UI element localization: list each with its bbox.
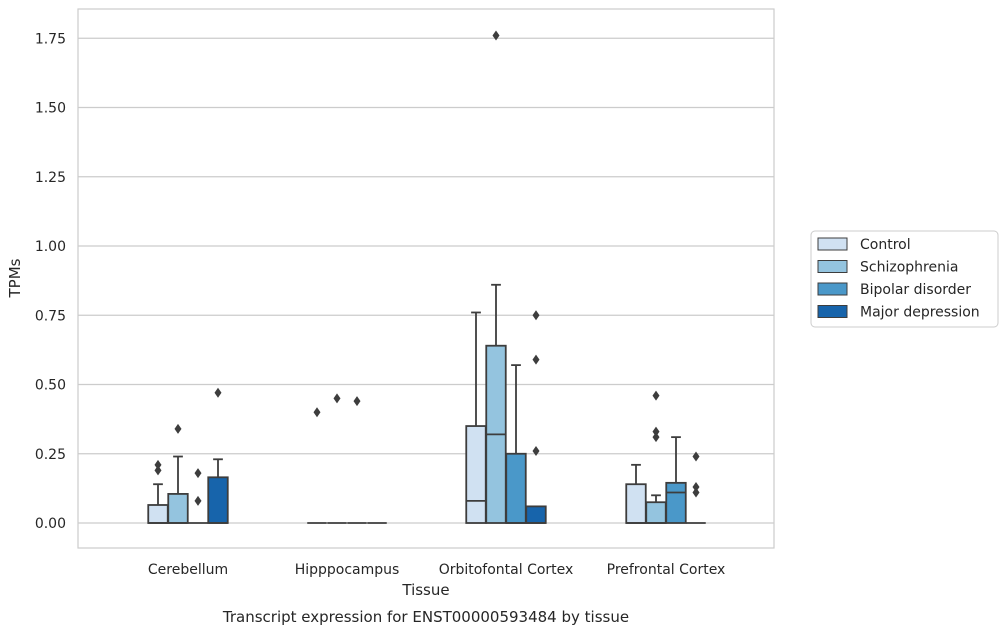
legend-label: Major depression [860,305,980,321]
chart-caption: Transcript expression for ENST0000059348… [222,608,629,626]
outlier-point [353,396,361,407]
y-tick-label: 0.75 [35,308,66,324]
box-rect [645,501,667,524]
outlier-point [174,423,182,434]
legend-swatch [817,260,848,273]
box-group [207,387,229,524]
box-group [686,451,706,524]
outlier-point [194,468,202,479]
box-group [307,407,327,524]
outlier-point [532,310,540,321]
box-rect [465,425,487,524]
y-tick-label: 1.00 [35,239,66,255]
x-tick-label: Prefrontal Cortex [607,562,726,578]
legend-swatch [817,305,848,318]
outlier-point [652,390,660,401]
plot-area-frame [77,8,775,549]
boxes [147,30,706,524]
outlier-point [154,465,162,476]
box-group [485,30,507,524]
legend-swatch [817,282,848,296]
outlier-point [532,354,540,365]
box-group [147,459,169,524]
y-tick-label: 1.50 [35,101,66,117]
outlier-point [333,393,341,404]
y-tick-label: 0.25 [35,447,66,463]
box-group [167,423,189,524]
x-tick-label: Hipppocampus [295,562,400,578]
box-group [525,310,547,524]
outlier-point [692,451,700,462]
x-tick-labels: Cerebellum Hipppocampus Orbitofontal Corte… [148,562,725,578]
outlier-point [532,445,540,456]
y-axis-title: TPMs [6,258,24,298]
box-rect [505,452,527,524]
y-tick-label: 1.75 [35,31,66,47]
legend-label: Control [860,237,911,253]
outlier-point [194,495,202,506]
box-rect [525,505,547,524]
x-axis-title: Tissue [401,581,449,599]
y-tick-label: 1.25 [35,170,66,186]
box-group [188,468,208,524]
outlier-point [313,407,321,418]
outlier-point [214,387,222,398]
outlier-point [652,432,660,443]
box-group [665,436,687,524]
box-rect [167,493,189,524]
y-tick-label: 0.00 [35,516,66,532]
box-rect [665,481,687,524]
legend-label: Schizophrenia [860,260,958,276]
legend-frame [810,230,999,328]
outlier-point [692,487,700,498]
outlier-point [492,30,500,41]
y-tick-label: 0.50 [35,378,66,394]
box-group [625,463,647,524]
outlier-point [154,459,162,470]
x-tick-label: Cerebellum [148,562,228,578]
gridlines [78,37,774,524]
box-group [327,393,347,524]
legend: Control Schizophrenia Bipolar disorder Majo… [810,230,999,328]
y-tick-labels: 0.00 0.25 0.50 0.75 1.00 1.25 1.50 1.75 [35,31,66,532]
box-group [347,396,367,524]
box-rect [207,476,229,524]
box-group [645,390,667,524]
box-rect [147,504,169,524]
legend-label: Bipolar disorder [860,282,971,298]
outlier-point [692,481,700,492]
box-rect [625,483,647,524]
x-tick-label: Orbitofontal Cortex [439,562,574,578]
box-group [505,364,527,524]
box-group [465,311,487,524]
outlier-point [652,426,660,437]
legend-swatch [817,237,848,251]
